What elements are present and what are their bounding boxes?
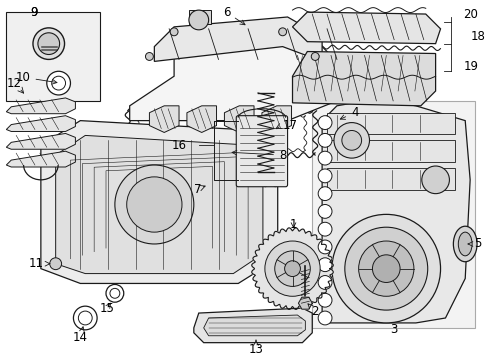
- Text: 15: 15: [100, 302, 114, 315]
- Circle shape: [333, 123, 369, 158]
- Circle shape: [318, 293, 331, 307]
- Polygon shape: [186, 106, 216, 132]
- Text: 18: 18: [470, 30, 485, 43]
- Text: 19: 19: [462, 60, 477, 73]
- Circle shape: [372, 255, 399, 283]
- Circle shape: [126, 177, 182, 232]
- Bar: [6, 12, 100, 101]
- Polygon shape: [203, 315, 305, 336]
- Polygon shape: [262, 106, 291, 132]
- Polygon shape: [129, 27, 336, 121]
- Polygon shape: [56, 135, 263, 274]
- Polygon shape: [6, 98, 75, 114]
- Circle shape: [318, 258, 331, 271]
- Circle shape: [311, 53, 319, 60]
- Bar: [188, 10, 210, 24]
- Text: 11: 11: [28, 257, 50, 270]
- Bar: [326, 168, 454, 190]
- Circle shape: [318, 222, 331, 236]
- Text: 2: 2: [307, 304, 318, 318]
- Circle shape: [78, 311, 92, 325]
- Polygon shape: [292, 12, 440, 44]
- Circle shape: [318, 134, 331, 147]
- Text: 3: 3: [390, 323, 397, 336]
- Text: 4: 4: [340, 106, 358, 120]
- Bar: [326, 113, 454, 134]
- Polygon shape: [298, 297, 312, 309]
- Circle shape: [110, 288, 120, 298]
- Circle shape: [264, 241, 320, 296]
- Polygon shape: [6, 134, 75, 149]
- Bar: [326, 140, 454, 162]
- Polygon shape: [292, 51, 435, 106]
- Circle shape: [344, 227, 427, 310]
- Circle shape: [188, 10, 208, 30]
- Circle shape: [421, 166, 448, 194]
- Circle shape: [38, 33, 60, 54]
- Circle shape: [318, 240, 331, 254]
- Circle shape: [115, 165, 193, 244]
- Circle shape: [52, 76, 65, 90]
- Circle shape: [318, 311, 331, 325]
- Bar: [312, 101, 474, 328]
- Circle shape: [318, 187, 331, 201]
- Circle shape: [284, 261, 300, 276]
- Text: 10: 10: [16, 71, 57, 84]
- Circle shape: [274, 251, 310, 287]
- Circle shape: [33, 28, 64, 59]
- Text: 1: 1: [289, 218, 297, 231]
- Text: 17: 17: [282, 119, 297, 132]
- Circle shape: [331, 214, 440, 323]
- Circle shape: [318, 169, 331, 183]
- Polygon shape: [224, 106, 253, 132]
- Text: 12: 12: [6, 77, 21, 90]
- Text: 8: 8: [232, 149, 286, 162]
- Text: 16: 16: [172, 139, 186, 152]
- Text: 20: 20: [462, 8, 477, 21]
- Polygon shape: [154, 17, 322, 62]
- Circle shape: [318, 151, 331, 165]
- Ellipse shape: [452, 226, 476, 262]
- Circle shape: [50, 258, 61, 270]
- Polygon shape: [149, 106, 179, 132]
- Text: 5: 5: [467, 238, 481, 251]
- Text: 9: 9: [30, 6, 38, 19]
- Circle shape: [106, 284, 123, 302]
- Circle shape: [170, 28, 178, 36]
- Polygon shape: [41, 121, 277, 283]
- Text: 13: 13: [248, 340, 263, 356]
- Circle shape: [318, 275, 331, 289]
- Polygon shape: [6, 151, 75, 167]
- Circle shape: [318, 116, 331, 130]
- Polygon shape: [193, 308, 312, 343]
- Polygon shape: [251, 228, 333, 310]
- Ellipse shape: [457, 232, 471, 256]
- Text: 14: 14: [73, 327, 88, 344]
- Polygon shape: [322, 99, 469, 323]
- Circle shape: [73, 306, 97, 330]
- Text: 6: 6: [222, 5, 244, 25]
- Circle shape: [318, 204, 331, 218]
- FancyBboxPatch shape: [236, 116, 287, 187]
- Circle shape: [47, 71, 70, 95]
- Circle shape: [358, 241, 413, 296]
- Circle shape: [341, 130, 361, 150]
- Text: 7: 7: [193, 183, 201, 196]
- Circle shape: [278, 28, 286, 36]
- Polygon shape: [6, 116, 75, 131]
- Circle shape: [145, 53, 153, 60]
- Text: 9: 9: [30, 6, 38, 19]
